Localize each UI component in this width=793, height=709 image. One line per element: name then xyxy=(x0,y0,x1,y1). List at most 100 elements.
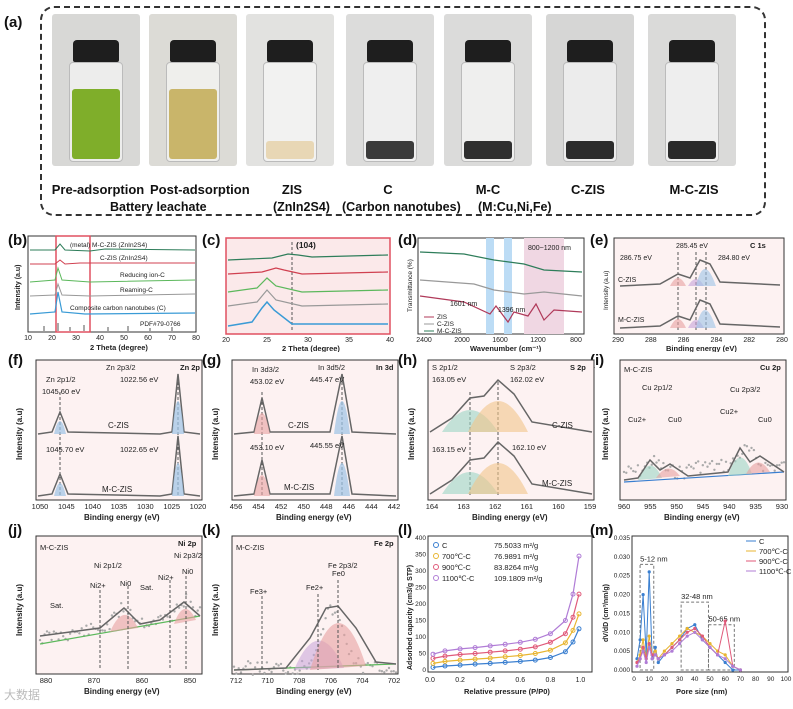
panel-i-point xyxy=(629,467,633,470)
panel-m-point-900℃-C xyxy=(693,626,697,631)
panel-l-point-700℃-C xyxy=(532,651,538,656)
panel-j-point xyxy=(50,638,53,642)
panel-i-point xyxy=(704,461,707,464)
panel-e-sample-czis: C-ZIS xyxy=(618,277,637,284)
panel-c-curve-2 xyxy=(227,267,389,275)
panel-j-label-sat-1: Sat. xyxy=(50,601,63,610)
panel-i-point xyxy=(622,470,626,474)
panel-l-point-900℃-C xyxy=(502,648,508,654)
panel-d-legend-czis: C-ZIS xyxy=(437,321,455,328)
vial-photo-2 xyxy=(149,14,237,166)
panel-m-label: (m) xyxy=(590,522,614,539)
panel-f-fit-top xyxy=(37,373,201,435)
vial-content xyxy=(566,141,614,159)
panel-m-legend-name: 700℃-C xyxy=(759,547,788,556)
panel-k-point xyxy=(333,611,337,614)
panel-j-point xyxy=(198,606,202,609)
panel-g-fit-top xyxy=(233,373,397,435)
panel-k-point xyxy=(338,618,341,622)
panel-i-baseline xyxy=(623,471,785,483)
vial-caption-1: Pre-adsorption xyxy=(51,182,145,197)
panel-f-xlabel: Binding energy (eV) xyxy=(84,513,160,522)
panel-m-point-1100℃-C xyxy=(650,657,654,661)
h-xtick-162: 162 xyxy=(489,502,502,511)
panel-m-point-1100℃-C xyxy=(647,645,651,649)
panel-k-point xyxy=(244,665,247,668)
panel-d-label: (d) xyxy=(398,232,418,249)
panel-m-xticks: 0 10 20 30 40 50 60 70 80 90 100 xyxy=(632,676,792,683)
panel-l-point-1100℃-C xyxy=(430,651,436,657)
panel-k-xlabel: Binding energy (eV) xyxy=(276,687,352,696)
caption-metals: (M:Cu,Ni,Fe) xyxy=(478,200,552,214)
panel-i-point xyxy=(690,465,693,468)
panel-h-label: (h) xyxy=(398,352,418,369)
panel-m-box-3 xyxy=(707,624,735,671)
panel-m-point-1100℃-C xyxy=(700,638,704,642)
panel-g-label-44555: 445.55 eV xyxy=(310,441,344,450)
panel-m-xtick: 20 xyxy=(661,676,669,683)
caption-carbon-nanotubes: (Carbon nanotubes) xyxy=(342,200,461,214)
panel-j-sample: M-C-ZIS xyxy=(40,543,68,552)
panel-k-point xyxy=(249,662,252,665)
panel-m-xtick: 10 xyxy=(646,676,654,683)
panel-j-point xyxy=(110,614,114,617)
panel-k-point xyxy=(232,665,236,668)
e-xtick-280: 280 xyxy=(776,337,788,344)
panel-l-legend-name: 900℃-C xyxy=(442,563,471,572)
panel-m-point-C xyxy=(638,638,642,642)
panel-k-point xyxy=(329,604,332,607)
b-xtick-70: 70 xyxy=(168,335,176,342)
panel-l-xtick: 0.4 xyxy=(485,677,495,684)
panel-m-point-1100℃-C xyxy=(644,660,648,665)
panel-d-ann-800: 800~1200 nm xyxy=(528,245,571,252)
panel-i-fit xyxy=(623,446,785,481)
panel-l-point-C xyxy=(517,658,523,664)
panel-i-peak-1 xyxy=(638,465,662,480)
panel-i-point xyxy=(715,462,718,466)
vial-cap xyxy=(73,40,119,62)
panel-j-xticks: 880 870 860 850 xyxy=(40,676,197,685)
panel-i-point xyxy=(780,461,783,464)
panel-l-point-1100℃-C xyxy=(442,648,448,654)
panel-i-point xyxy=(662,461,665,465)
panel-a-frame xyxy=(40,6,766,216)
panel-i-point xyxy=(652,454,656,458)
panel-l-ytick: 300 xyxy=(415,568,426,575)
panel-g-sample-mczis: M-C-ZIS xyxy=(284,483,314,492)
panel-m-point-C xyxy=(647,570,651,574)
panel-j-point xyxy=(120,602,123,605)
panel-f-label-102265: 1022.65 eV xyxy=(120,445,158,454)
e-xtick-282: 282 xyxy=(743,337,755,344)
panel-m-ytick: 0.005 xyxy=(614,648,631,655)
panel-f-label-zn2p32: Zn 2p3/2 xyxy=(106,363,136,372)
vial-cap xyxy=(170,40,216,62)
panel-j-point xyxy=(85,624,88,627)
panel-m-xtick: 40 xyxy=(691,676,699,683)
panel-l-point-700℃-C xyxy=(430,660,436,666)
panel-c-xticks: 20 25 30 35 40 xyxy=(222,337,394,344)
i-xtick-935: 935 xyxy=(749,502,762,511)
panel-l-point-700℃-C xyxy=(517,653,523,658)
panel-h-label-16315: 163.15 eV xyxy=(432,445,466,454)
vial-cap xyxy=(465,40,511,62)
panel-m-pore-chart: 5-12 nm 32-48 nm 50-65 nm C700℃-C900℃-C110… xyxy=(603,535,792,696)
panel-l-legend-area: 75.5033 m²/g xyxy=(494,541,538,550)
panel-i-point xyxy=(636,464,640,467)
panel-m-point-700℃-C xyxy=(708,642,712,646)
panel-m-point-700℃-C xyxy=(647,634,651,638)
panel-l-ytick: 50 xyxy=(419,651,427,658)
vial-glass xyxy=(69,62,123,162)
panel-k-point xyxy=(319,633,323,636)
vial-glass xyxy=(166,62,220,162)
panel-f-label-102256: 1022.56 eV xyxy=(120,375,158,384)
panel-m-point-900℃-C xyxy=(641,645,645,649)
panel-k-label-fe2p32: Fe 2p3/2 xyxy=(328,561,358,570)
panel-k-point xyxy=(277,664,280,667)
panel-l-ylabel: Adsorbed capacity (cm3/g STP) xyxy=(407,565,414,670)
watermark: 大数据 xyxy=(4,688,41,702)
e-xtick-284: 284 xyxy=(711,337,723,344)
panel-i-point xyxy=(632,469,635,473)
panel-g-label-45310: 453.10 eV xyxy=(250,443,284,452)
panel-h-label-16305: 163.05 eV xyxy=(432,375,466,384)
panel-l-point-700℃-C xyxy=(487,655,493,661)
